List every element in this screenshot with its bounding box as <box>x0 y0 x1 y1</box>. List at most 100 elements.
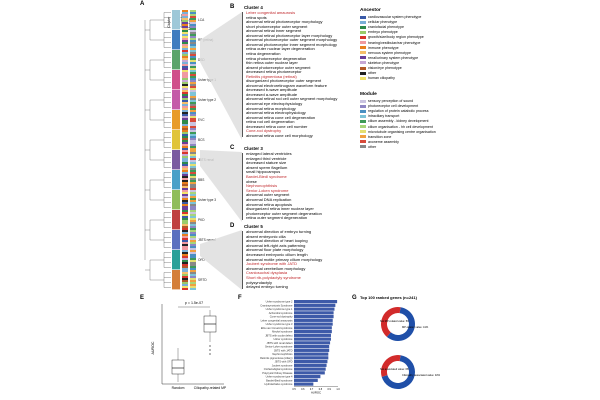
legend-swatch <box>360 109 366 113</box>
legend-swatch <box>360 51 366 55</box>
module-stripe <box>190 130 196 132</box>
bar <box>294 382 314 386</box>
ancestor-stripe <box>182 26 188 28</box>
ancestor-stripe <box>182 194 188 196</box>
module-stripe <box>190 288 196 290</box>
module-stripe <box>190 14 196 16</box>
module-stripe <box>190 140 196 142</box>
ancestor-stripe <box>182 250 188 252</box>
ancestor-stripe <box>182 84 188 86</box>
legend-swatch <box>360 99 366 103</box>
module-stripe <box>190 28 196 30</box>
cluster5-title: Cluster 5 <box>244 224 263 229</box>
module-stripe <box>190 268 196 270</box>
legend-label: intraciliary transport <box>368 114 400 119</box>
ancestor-stripe <box>182 96 188 98</box>
module-stripe <box>190 144 196 146</box>
ancestor-stripe <box>182 128 188 130</box>
cluster4-bracket <box>242 12 245 138</box>
module-stripe <box>190 146 196 148</box>
cluster-label: LCA <box>198 18 205 22</box>
ancestor_legend-item: hearing/vestibular/ear phenotype <box>360 41 420 45</box>
module-stripe <box>190 284 196 286</box>
boxplot-xtick: Ciliopathy-related MP <box>194 386 227 390</box>
module-stripe <box>190 114 196 116</box>
cluster3-term: enlarged third ventricle <box>246 155 287 161</box>
cluster5-term: abnormal motile primary cilium morpholog… <box>246 256 323 262</box>
cluster4-term: abnormal retina cone cell morphology <box>246 132 313 138</box>
bar-category-label: Joubert syndrome <box>272 363 293 367</box>
cluster-connectors <box>200 12 242 290</box>
module-stripe <box>190 206 196 208</box>
cluster5-term: Joubert syndrome with JATD <box>246 261 298 267</box>
ancestor-stripe <box>182 204 188 206</box>
module-stripe <box>190 156 196 158</box>
ancestor-stripe <box>182 168 188 170</box>
cluster-label: Usher type 2 <box>198 98 217 102</box>
ancestor-stripe <box>182 202 188 204</box>
cluster4-term: absent photoreceptor outer segment <box>246 64 311 70</box>
ancestor-stripe <box>182 36 188 38</box>
module-stripe <box>190 62 196 64</box>
module-stripe <box>190 126 196 128</box>
module-stripe <box>190 178 196 180</box>
cluster4-term: thin retina outer nuclear layer <box>246 60 298 66</box>
ancestor-stripe <box>182 260 188 262</box>
module-stripe <box>190 286 196 288</box>
legend-label: cilium assembly - kidney development <box>368 119 429 124</box>
bar <box>294 333 331 337</box>
module-stripe <box>190 34 196 36</box>
cluster5-term: abnormal floor plate morphology <box>246 247 304 253</box>
ancestor-stripe <box>182 12 188 14</box>
module-stripe <box>190 168 196 170</box>
module-stripe <box>190 188 196 190</box>
module-stripe <box>190 158 196 160</box>
legend-label: vision/eye phenotype <box>368 66 402 70</box>
bar-category-label: Retinitis pigmentosa (ciliary) <box>260 356 293 360</box>
module-stripe <box>190 176 196 178</box>
cluster4-term: retina rod cell degeneration <box>246 119 295 125</box>
ancestor-stripe <box>182 80 188 82</box>
donut-label: Not MP-related value: 59 <box>380 319 409 323</box>
module-stripe <box>190 48 196 50</box>
cluster-label: EVC <box>198 118 205 122</box>
module-stripe <box>190 42 196 44</box>
ancestor-stripe <box>182 78 188 80</box>
ancestor-stripe <box>182 162 188 164</box>
cluster3-term: retina outer segment degeneration <box>246 215 308 221</box>
ancestor-stripe <box>182 178 188 180</box>
ancestor-stripe <box>182 148 188 150</box>
module-stripe <box>190 90 196 92</box>
ancestor-stripe <box>182 140 188 142</box>
bar <box>294 356 329 360</box>
ancestor_legend-item: nervous system phenotype <box>360 51 411 55</box>
legend-swatch <box>360 145 366 149</box>
module-stripe <box>190 98 196 100</box>
module-stripe <box>190 38 196 40</box>
module-stripe <box>190 54 196 56</box>
module-stripe <box>190 248 196 250</box>
ancestor-stripe <box>182 272 188 274</box>
cluster5-term: decreased embryonic cilium length <box>246 252 308 257</box>
ancestor-stripe <box>182 170 188 172</box>
module-stripe <box>190 36 196 38</box>
ancestor-stripe <box>182 114 188 116</box>
legend-swatch <box>360 114 366 118</box>
ancestor-stripe <box>182 198 188 200</box>
module-stripe <box>190 96 196 98</box>
ancestor-stripe <box>182 180 188 182</box>
ancestor-stripe <box>182 20 188 22</box>
donut-label: MP-related value: 41% <box>402 325 429 329</box>
bar <box>294 375 321 379</box>
cluster4-term: retina degeneration <box>246 50 281 56</box>
legend-swatch <box>360 76 366 80</box>
ancestor_legend-item: embryo phenotype <box>360 30 398 34</box>
ancestor-stripe <box>182 130 188 132</box>
module-stripe <box>190 254 196 256</box>
module-stripe <box>190 192 196 194</box>
cluster3-term: disorganized retina inner nuclear layer <box>246 206 314 212</box>
ancestor-stripe <box>182 132 188 134</box>
module-stripe <box>190 222 196 224</box>
bar <box>294 363 327 367</box>
cluster-label: BCS <box>198 138 205 142</box>
